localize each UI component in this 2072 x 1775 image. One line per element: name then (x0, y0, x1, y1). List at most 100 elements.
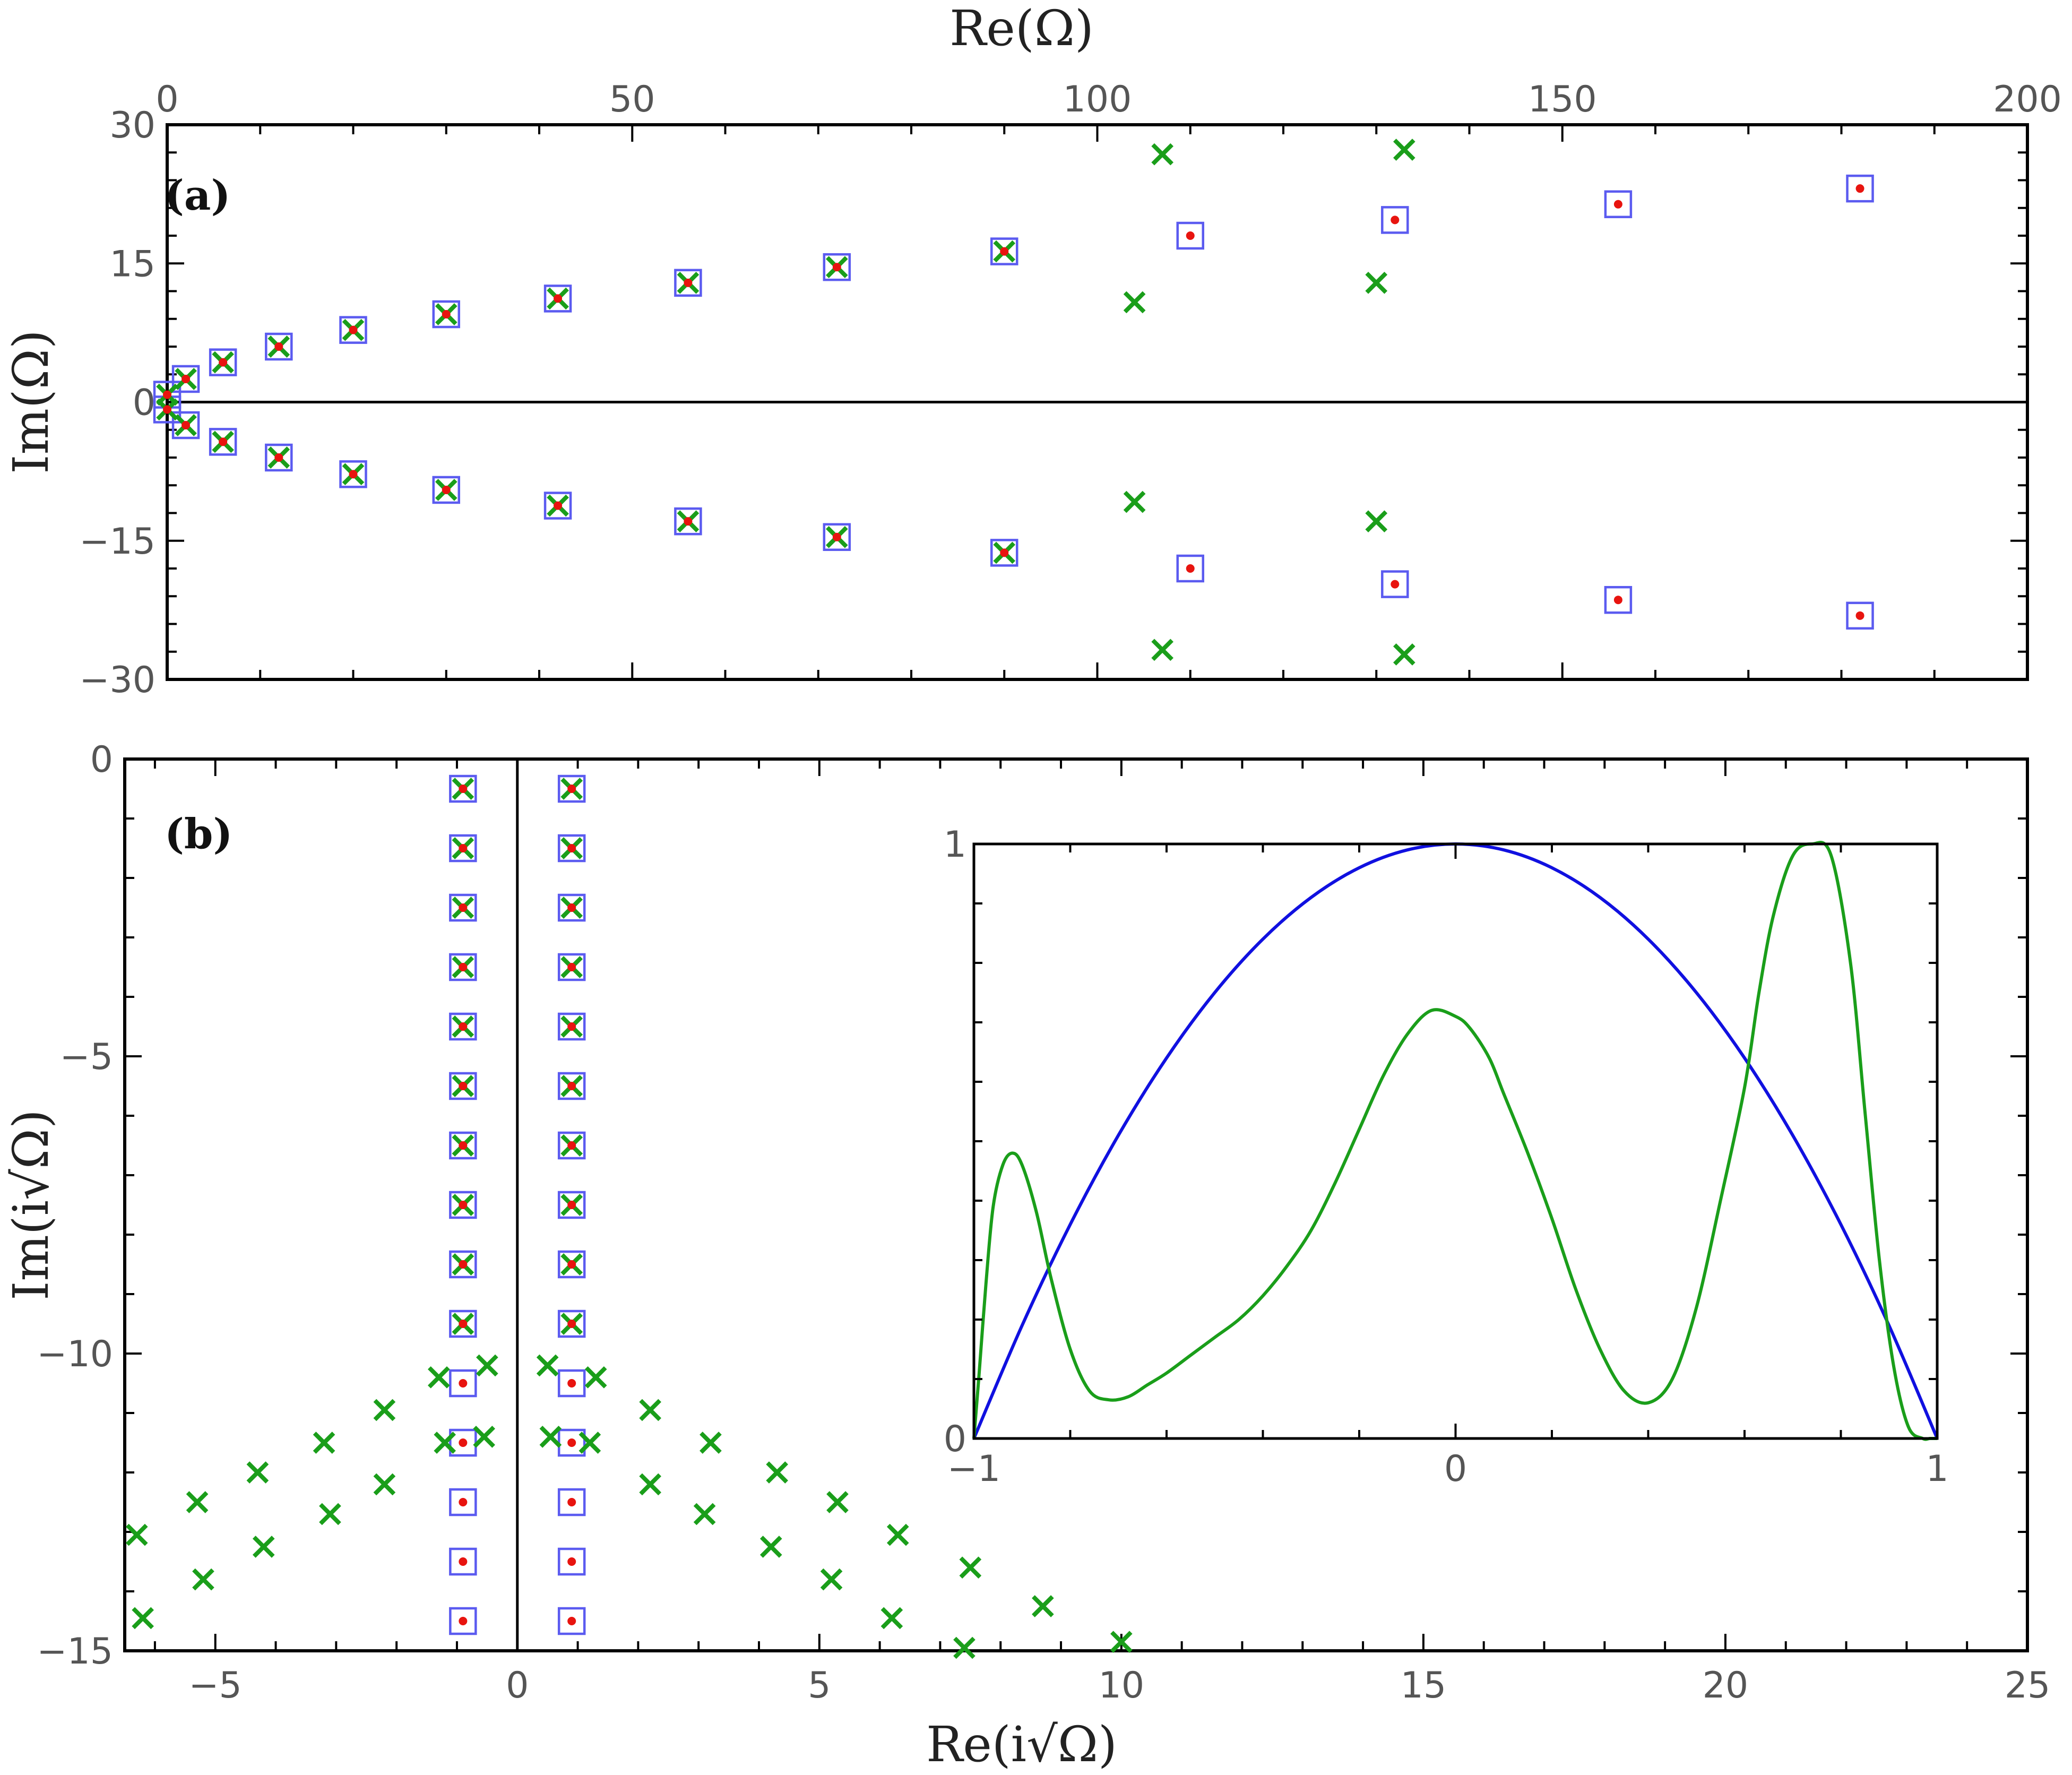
dot-marker (1391, 580, 1400, 589)
square-marker (990, 539, 1018, 567)
square-marker (449, 774, 477, 803)
cross-marker (246, 1461, 269, 1484)
cross-marker (880, 1607, 903, 1630)
square-marker (557, 1547, 586, 1576)
panel-a-xtick-label: 150 (1528, 79, 1597, 120)
panel-a-xtick-label: 100 (1063, 79, 1132, 120)
dot-marker (182, 374, 191, 383)
dot-marker (459, 1260, 468, 1269)
panel-b-label: (b) (165, 810, 232, 858)
square-marker (449, 1131, 477, 1160)
panel-a-ytick-label: −30 (79, 659, 156, 701)
square-marker (449, 834, 477, 863)
panel-b-xtick-label: 10 (1099, 1665, 1145, 1707)
dot-marker (567, 1320, 576, 1328)
square-marker (543, 285, 572, 313)
cross-marker (826, 1491, 849, 1513)
square-marker (449, 1191, 477, 1219)
square-marker (339, 316, 367, 344)
square-marker (209, 428, 237, 456)
inset-xtick-label: 1 (1926, 1448, 1948, 1490)
square-marker (1604, 585, 1633, 614)
panel-b-markers (125, 774, 1133, 1659)
panel-b-xtick-label: −5 (189, 1665, 242, 1707)
dot-marker (1613, 200, 1622, 209)
dot-marker (567, 1617, 576, 1625)
square-marker (171, 365, 200, 393)
dot-marker (442, 310, 451, 319)
square-marker (432, 300, 460, 329)
dot-marker (1855, 184, 1864, 193)
square-marker (990, 237, 1018, 265)
dot-marker (459, 903, 468, 912)
dot-marker (567, 963, 576, 971)
cross-marker (434, 1432, 456, 1454)
dot-marker (459, 1082, 468, 1090)
panel-b-tick-labels: −5 0 5 10 15 20 25−15−10−50 (37, 739, 2050, 1707)
panel-b-xtick-label: 15 (1401, 1665, 1447, 1707)
cross-marker (252, 1536, 275, 1558)
square-marker (557, 1072, 586, 1100)
dot-marker (832, 532, 841, 541)
square-marker (557, 893, 586, 922)
inset-background (974, 844, 1937, 1438)
dot-marker (567, 844, 576, 852)
dot-marker (459, 1379, 468, 1388)
inset-tick-labels: −1 0 101 (944, 824, 1949, 1490)
square-marker (449, 1488, 477, 1516)
dot-marker (459, 1201, 468, 1209)
square-marker (449, 953, 477, 981)
square-marker (449, 1607, 477, 1635)
square-marker (1381, 570, 1409, 598)
square-marker (265, 443, 293, 472)
square-marker (823, 253, 851, 281)
inset-xtick-label: 0 (1444, 1448, 1467, 1490)
panel-a-ytick-label: 30 (109, 105, 156, 147)
dot-marker (1186, 231, 1195, 240)
dot-marker (554, 294, 563, 303)
cross-marker (132, 1607, 154, 1630)
inset-xtick-label: −1 (947, 1448, 1000, 1490)
cross-marker (766, 1461, 788, 1484)
square-marker (557, 1250, 586, 1279)
dot-marker (684, 278, 693, 287)
cross-marker (373, 1473, 396, 1496)
square-marker (557, 1309, 586, 1338)
square-marker (1604, 190, 1633, 219)
cross-marker (639, 1399, 661, 1421)
dot-marker (1000, 247, 1009, 256)
cross-marker (1110, 1631, 1133, 1653)
dot-marker (459, 1438, 468, 1447)
dot-marker (567, 785, 576, 793)
dot-marker (459, 785, 468, 793)
square-marker (449, 1309, 477, 1338)
cross-marker (192, 1568, 214, 1591)
dot-marker (459, 1557, 468, 1566)
panel-b-ticks (125, 758, 2028, 1652)
cross-marker (536, 1354, 559, 1377)
cross-marker (1123, 291, 1146, 314)
dot-marker (182, 421, 191, 430)
panel-b-ytick-label: −5 (60, 1036, 113, 1078)
square-marker (557, 1369, 586, 1398)
cross-marker (125, 1523, 148, 1546)
square-marker (339, 460, 367, 488)
panel-a-xtick-label: 50 (609, 79, 655, 120)
cross-marker (1393, 643, 1415, 666)
square-marker (674, 507, 702, 536)
dot-marker (567, 1201, 576, 1209)
dot-marker (1186, 564, 1195, 573)
dot-marker (459, 1141, 468, 1150)
panel-a-ytick-label: 0 (133, 382, 156, 424)
cross-marker (1123, 490, 1146, 513)
square-marker (674, 269, 702, 297)
dot-marker (163, 405, 171, 414)
panel-b-ytick-label: −10 (37, 1333, 113, 1375)
dot-marker (163, 390, 171, 399)
dot-marker (1391, 216, 1400, 225)
panel-a-xtick-label: 0 (156, 79, 178, 120)
cross-marker (319, 1503, 341, 1526)
cross-marker (539, 1425, 562, 1448)
cross-marker (579, 1432, 601, 1454)
